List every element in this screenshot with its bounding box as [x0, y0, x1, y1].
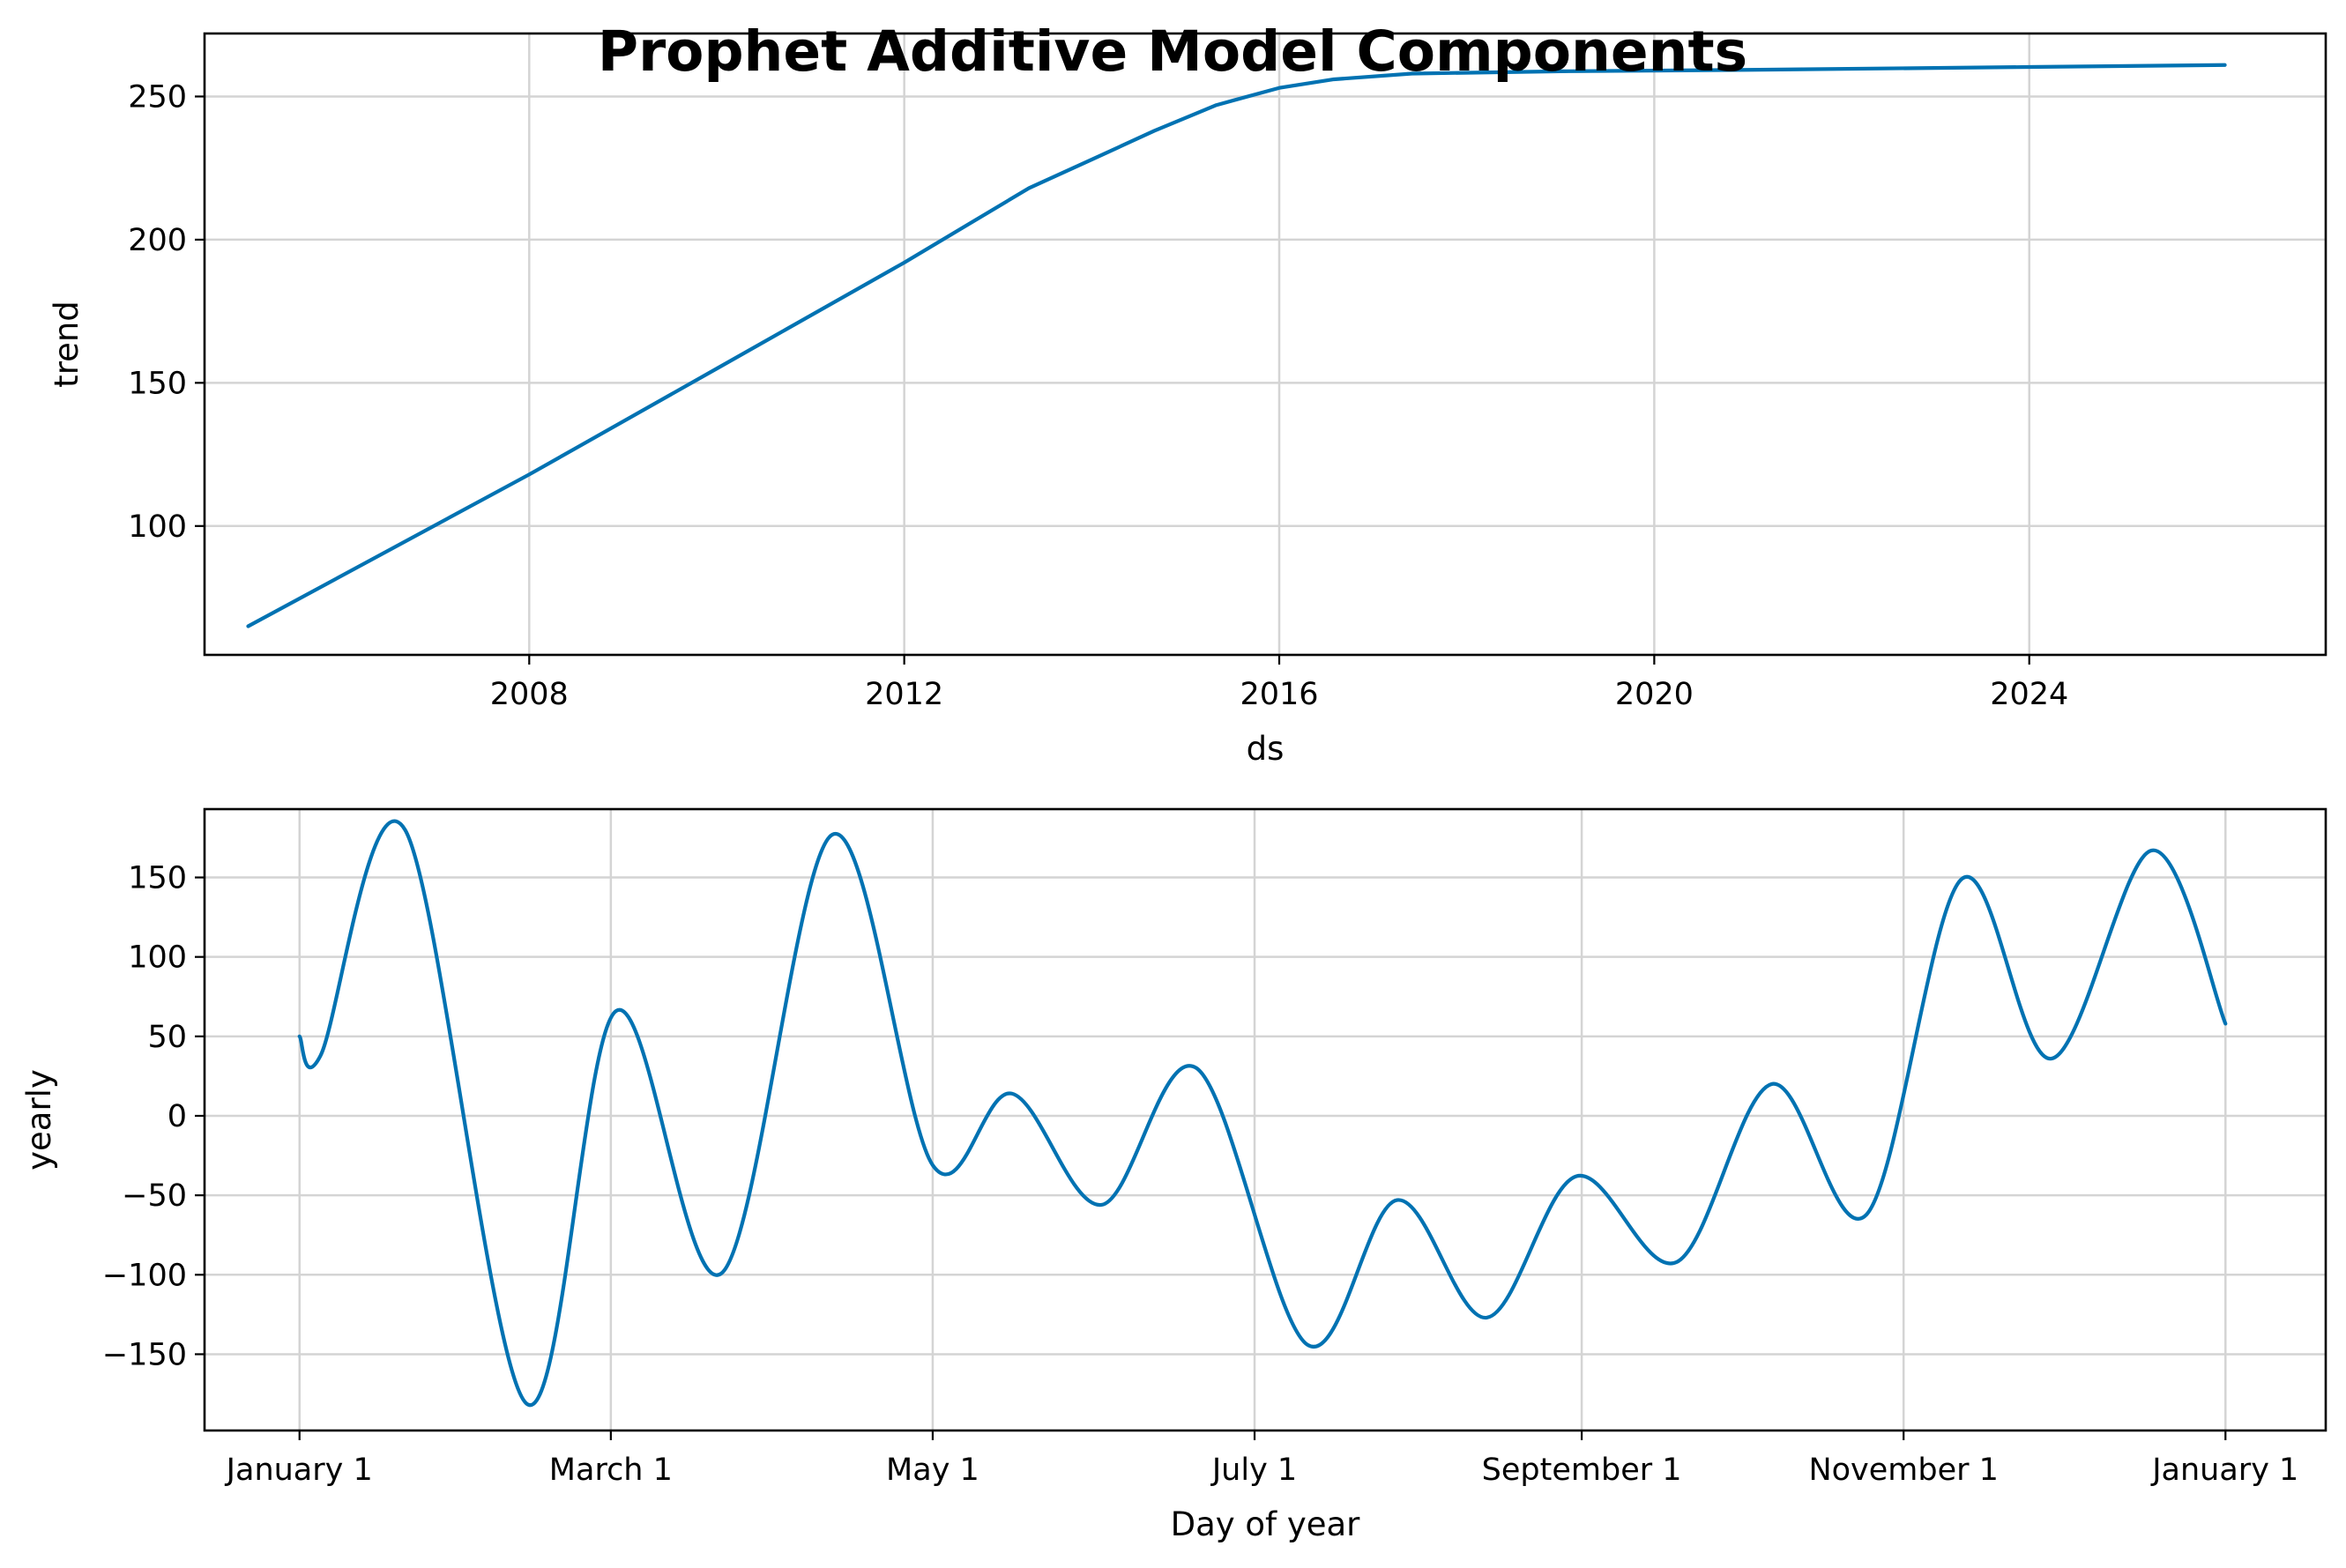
x-tick-label: November 1	[1808, 1453, 1998, 1488]
y-tick-label: −150	[102, 1337, 187, 1372]
yearly-panel: January 1 March 1 May 1 July 1 September 1 No…	[20, 807, 2327, 1543]
x-tick-label: March 1	[549, 1453, 673, 1488]
x-tick-label: 2012	[865, 677, 943, 712]
x-tick-label: September 1	[1482, 1453, 1682, 1488]
x-tick-label: 2020	[1615, 677, 1694, 712]
y-tick-label: 150	[128, 861, 187, 896]
x-tick-label: 2016	[1240, 677, 1318, 712]
y-tick-label: 150	[128, 366, 187, 401]
x-tick-label: January 1	[2150, 1453, 2298, 1488]
yearly-panel-series-line	[297, 819, 2228, 1408]
trend-panel: 2008 2012 2016 2020 2024 100 150 200 250 ds trend	[48, 32, 2327, 768]
y-tick-label: 250	[128, 79, 187, 115]
gridlines	[205, 33, 2326, 655]
y-tick-label: 0	[168, 1099, 187, 1134]
y-tick-label: 100	[128, 940, 187, 976]
gridlines	[205, 809, 2326, 1431]
y-tick-label: 50	[147, 1020, 187, 1055]
x-axis-label: ds	[1247, 730, 1285, 768]
x-tick-label: May 1	[886, 1453, 979, 1488]
x-axis-label: Day of year	[1171, 1505, 1361, 1543]
x-tick-label: January 1	[225, 1453, 373, 1488]
x-tick-label: 2008	[490, 677, 569, 712]
x-tick-label: July 1	[1210, 1453, 1297, 1488]
y-axis-label: trend	[48, 301, 86, 388]
axes-frame	[203, 32, 2327, 657]
y-axis-label: yearly	[20, 1069, 58, 1170]
y-tick-label: −50	[122, 1178, 187, 1214]
y-tick-label: −100	[102, 1258, 187, 1293]
trend-panel-series-line	[246, 63, 2227, 628]
figure-title: Prophet Additive Model Components	[598, 19, 1747, 84]
y-tick-label: 100	[128, 509, 187, 545]
axes-frame	[203, 807, 2327, 1432]
x-tick-label: 2024	[1990, 677, 2068, 712]
y-tick-label: 200	[128, 223, 187, 258]
